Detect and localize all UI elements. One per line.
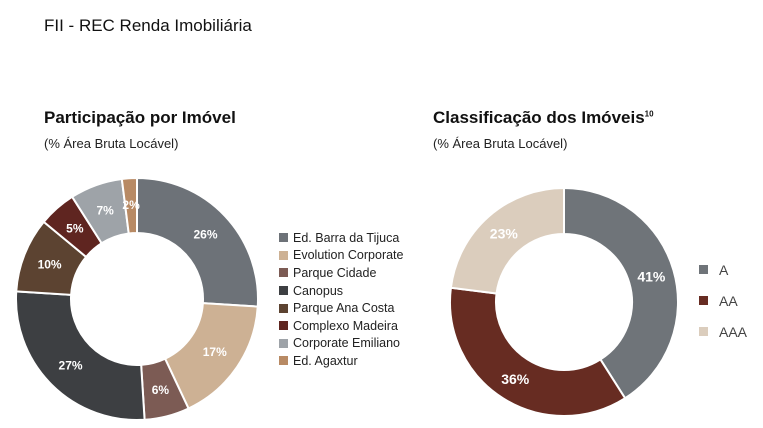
legend-swatch [699,327,708,336]
legend-item-ed-barra-da-tijuca: Ed. Barra da Tijuca [279,229,403,247]
data-label-canopus: 27% [59,358,83,372]
legend-swatch [279,338,288,348]
data-label-ed-barra-da-tijuca: 26% [194,228,218,242]
legend-label: Ed. Agaxtur [293,353,358,368]
legend-label: AA [719,292,738,309]
legend-swatch [699,265,708,274]
data-label-ed-agaxtur: 2% [122,198,140,212]
legend-item-evolution-corporate: Evolution Corporate [279,247,403,265]
legend-swatch [279,250,288,260]
legend-label: Corporate Emiliano [293,336,400,351]
data-label-evolution-corporate: 17% [203,345,227,359]
legend-label: AAA [719,323,748,340]
slice-canopus [15,290,146,421]
legend-label: Parque Cidade [293,265,377,280]
data-label-complexo-madeira: 5% [66,221,84,235]
legend-item-parque-cidade: Parque Cidade [279,264,403,282]
legend-swatch [279,233,288,243]
legend-classificacao: A AA AAA [699,254,747,347]
legend-label: Ed. Barra da Tijuca [293,230,400,245]
legend-item-corporate-emiliano: Corporate Emiliano [279,335,403,353]
slice-ed-barra-da-tijuca [136,176,259,308]
legend-swatch [279,303,288,313]
chart-title-participacao: Participação por Imóvel [44,108,236,127]
data-label-a: 41% [637,269,666,285]
legend-item-ed-agaxtur: Ed. Agaxtur [279,352,403,370]
chart-subtitle-participacao: (% Área Bruta Locável) [44,136,179,151]
legend-swatch [279,356,288,366]
page-title: FII - REC Renda Imobiliária [44,16,252,35]
legend-swatch [699,296,708,305]
footnote-marker: 10 [644,109,654,119]
data-label-corporate-emiliano: 7% [96,204,114,218]
data-label-aaa: 23% [490,226,519,242]
slice-aaa [449,186,565,295]
data-label-parque-ana-costa: 10% [38,257,62,271]
legend-item-aaa: AAA [699,316,747,347]
legend-item-complexo-madeira: Complexo Madeira [279,317,403,335]
data-label-parque-cidade: 6% [152,383,170,397]
legend-label: Canopus [293,283,344,298]
chart-subtitle-classificacao: (% Área Bruta Locável) [433,136,568,151]
legend-label: Parque Ana Costa [293,301,395,316]
legend-item-a: A [699,254,747,285]
legend-label: Complexo Madeira [293,318,398,333]
data-label-aa: 36% [501,371,530,387]
slice-ed-agaxtur [120,176,138,235]
legend-label: Evolution Corporate [293,248,404,263]
chart-title-text: Classificação dos Imóveis [433,108,645,127]
legend-participacao: Ed. Barra da Tijuca Evolution Corporate Pa… [279,229,403,370]
legend-item-aa: AA [699,285,747,316]
legend-swatch [279,286,288,296]
legend-swatch [279,321,288,331]
slice-aa [449,286,627,417]
legend-label: A [719,261,729,278]
legend-item-canopus: Canopus [279,282,403,300]
chart-title-classificacao: Classificação dos Imóveis10 [433,108,654,128]
legend-swatch [279,268,288,278]
legend-item-parque-ana-costa: Parque Ana Costa [279,299,403,317]
slice-a [563,186,679,400]
